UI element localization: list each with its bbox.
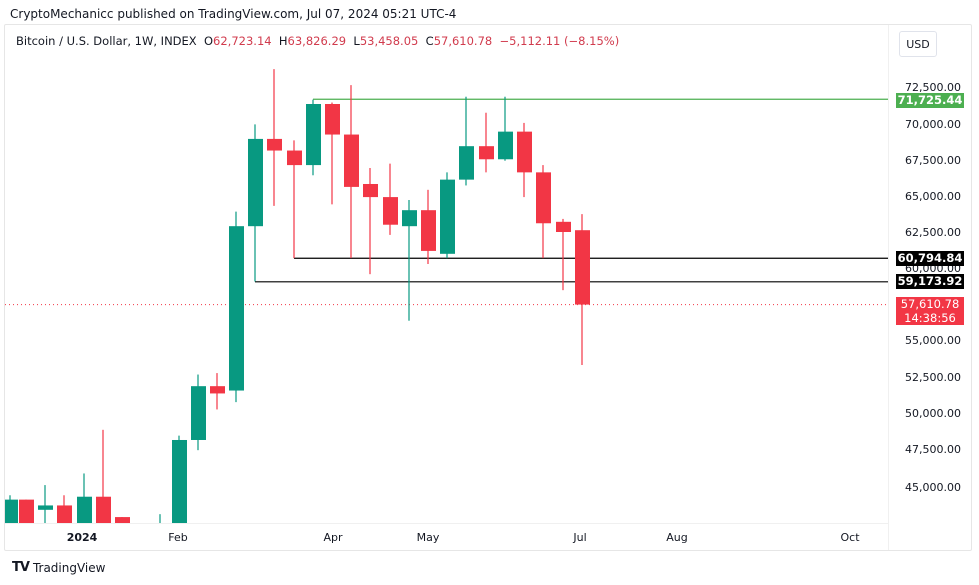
candle-body [172, 439, 187, 523]
level2-price-badge: 59,173.92 [896, 274, 964, 289]
price-axis-label: 47,500.00 [905, 443, 961, 456]
published-by-caption: CryptoMechanicc published on TradingView… [10, 7, 457, 21]
candle-body [5, 499, 18, 523]
low-value: 53,458.05 [359, 34, 419, 48]
candle-body [267, 138, 282, 151]
brand-name: TradingView [32, 560, 106, 575]
candle-body [402, 210, 417, 227]
candle-body [57, 505, 72, 523]
candle-body [498, 131, 513, 160]
candle-body [38, 505, 53, 510]
price-axis-label: 70,000.00 [905, 118, 961, 131]
candle-body [363, 183, 378, 198]
currency-button[interactable]: USD [899, 31, 937, 57]
candle-body [344, 134, 359, 187]
price-axis-label: 65,000.00 [905, 190, 961, 203]
candlestick-chart [5, 69, 888, 523]
open-value: 62,723.14 [213, 34, 272, 48]
candle-body [536, 172, 551, 224]
level1-price-badge: 60,794.84 [896, 251, 964, 266]
candle-body [575, 230, 590, 305]
candle-body [210, 386, 225, 394]
bar-countdown: 14:38:56 [904, 311, 956, 325]
price-axis-separator [888, 25, 889, 550]
candle-body [440, 179, 455, 254]
price-axis-label: 52,500.00 [905, 371, 961, 384]
chart-frame [4, 24, 972, 551]
price-axis-label: 72,500.00 [905, 81, 961, 94]
candle-body [96, 496, 111, 523]
time-axis-label: Oct [840, 531, 860, 544]
candle-body [115, 517, 130, 523]
candle-body [191, 386, 206, 440]
chart-plot-area[interactable] [5, 25, 888, 523]
time-axis-label: Apr [323, 531, 343, 544]
candle-body [325, 103, 340, 135]
candle-body [517, 131, 532, 173]
time-axis-label: May [416, 531, 440, 544]
open-label: O [203, 34, 214, 48]
candle-body [248, 138, 263, 227]
low-label: L [353, 34, 360, 48]
symbol-legend: Bitcoin / U.S. Dollar, 1W, INDEX O62,723… [16, 34, 619, 48]
candle-body [287, 150, 302, 166]
time-axis-label: 2024 [66, 531, 98, 544]
time-axis-label: Jul [573, 531, 587, 544]
candle-body [306, 103, 321, 166]
candle-body [383, 197, 398, 225]
candle-body [556, 221, 571, 232]
close-label: C [425, 34, 434, 48]
candle-body [421, 210, 436, 251]
candle-body [459, 146, 474, 180]
time-axis-label: Aug [666, 531, 688, 544]
price-axis-label: 45,000.00 [905, 481, 961, 494]
close-value: 57,610.78 [433, 34, 493, 48]
price-axis-label: 55,000.00 [905, 334, 961, 347]
change-value: −5,112.11 (−8.15%) [499, 34, 620, 48]
candle-body [77, 496, 92, 523]
price-axis-label: 62,500.00 [905, 226, 961, 239]
last_price-price-badge: 57,610.78 14:38:56 [896, 297, 964, 325]
resistance-price-badge: 71,725.44 [896, 93, 964, 108]
candle-body [229, 226, 244, 391]
time-axis-label: Feb [168, 531, 188, 544]
price-axis-label: 67,500.00 [905, 154, 961, 167]
tradingview-brand: TV TradingView [12, 560, 105, 575]
high-label: H [278, 34, 288, 48]
symbol-title: Bitcoin / U.S. Dollar, 1W, INDEX [16, 34, 197, 48]
price-axis-label: 50,000.00 [905, 407, 961, 420]
high-value: 63,826.29 [287, 34, 347, 48]
tradingview-logo-icon: TV [12, 560, 30, 575]
candle-body [479, 146, 494, 160]
candle-body [19, 499, 34, 523]
time-axis[interactable]: 2024 Feb Apr May Jul Aug Oct [5, 523, 888, 550]
